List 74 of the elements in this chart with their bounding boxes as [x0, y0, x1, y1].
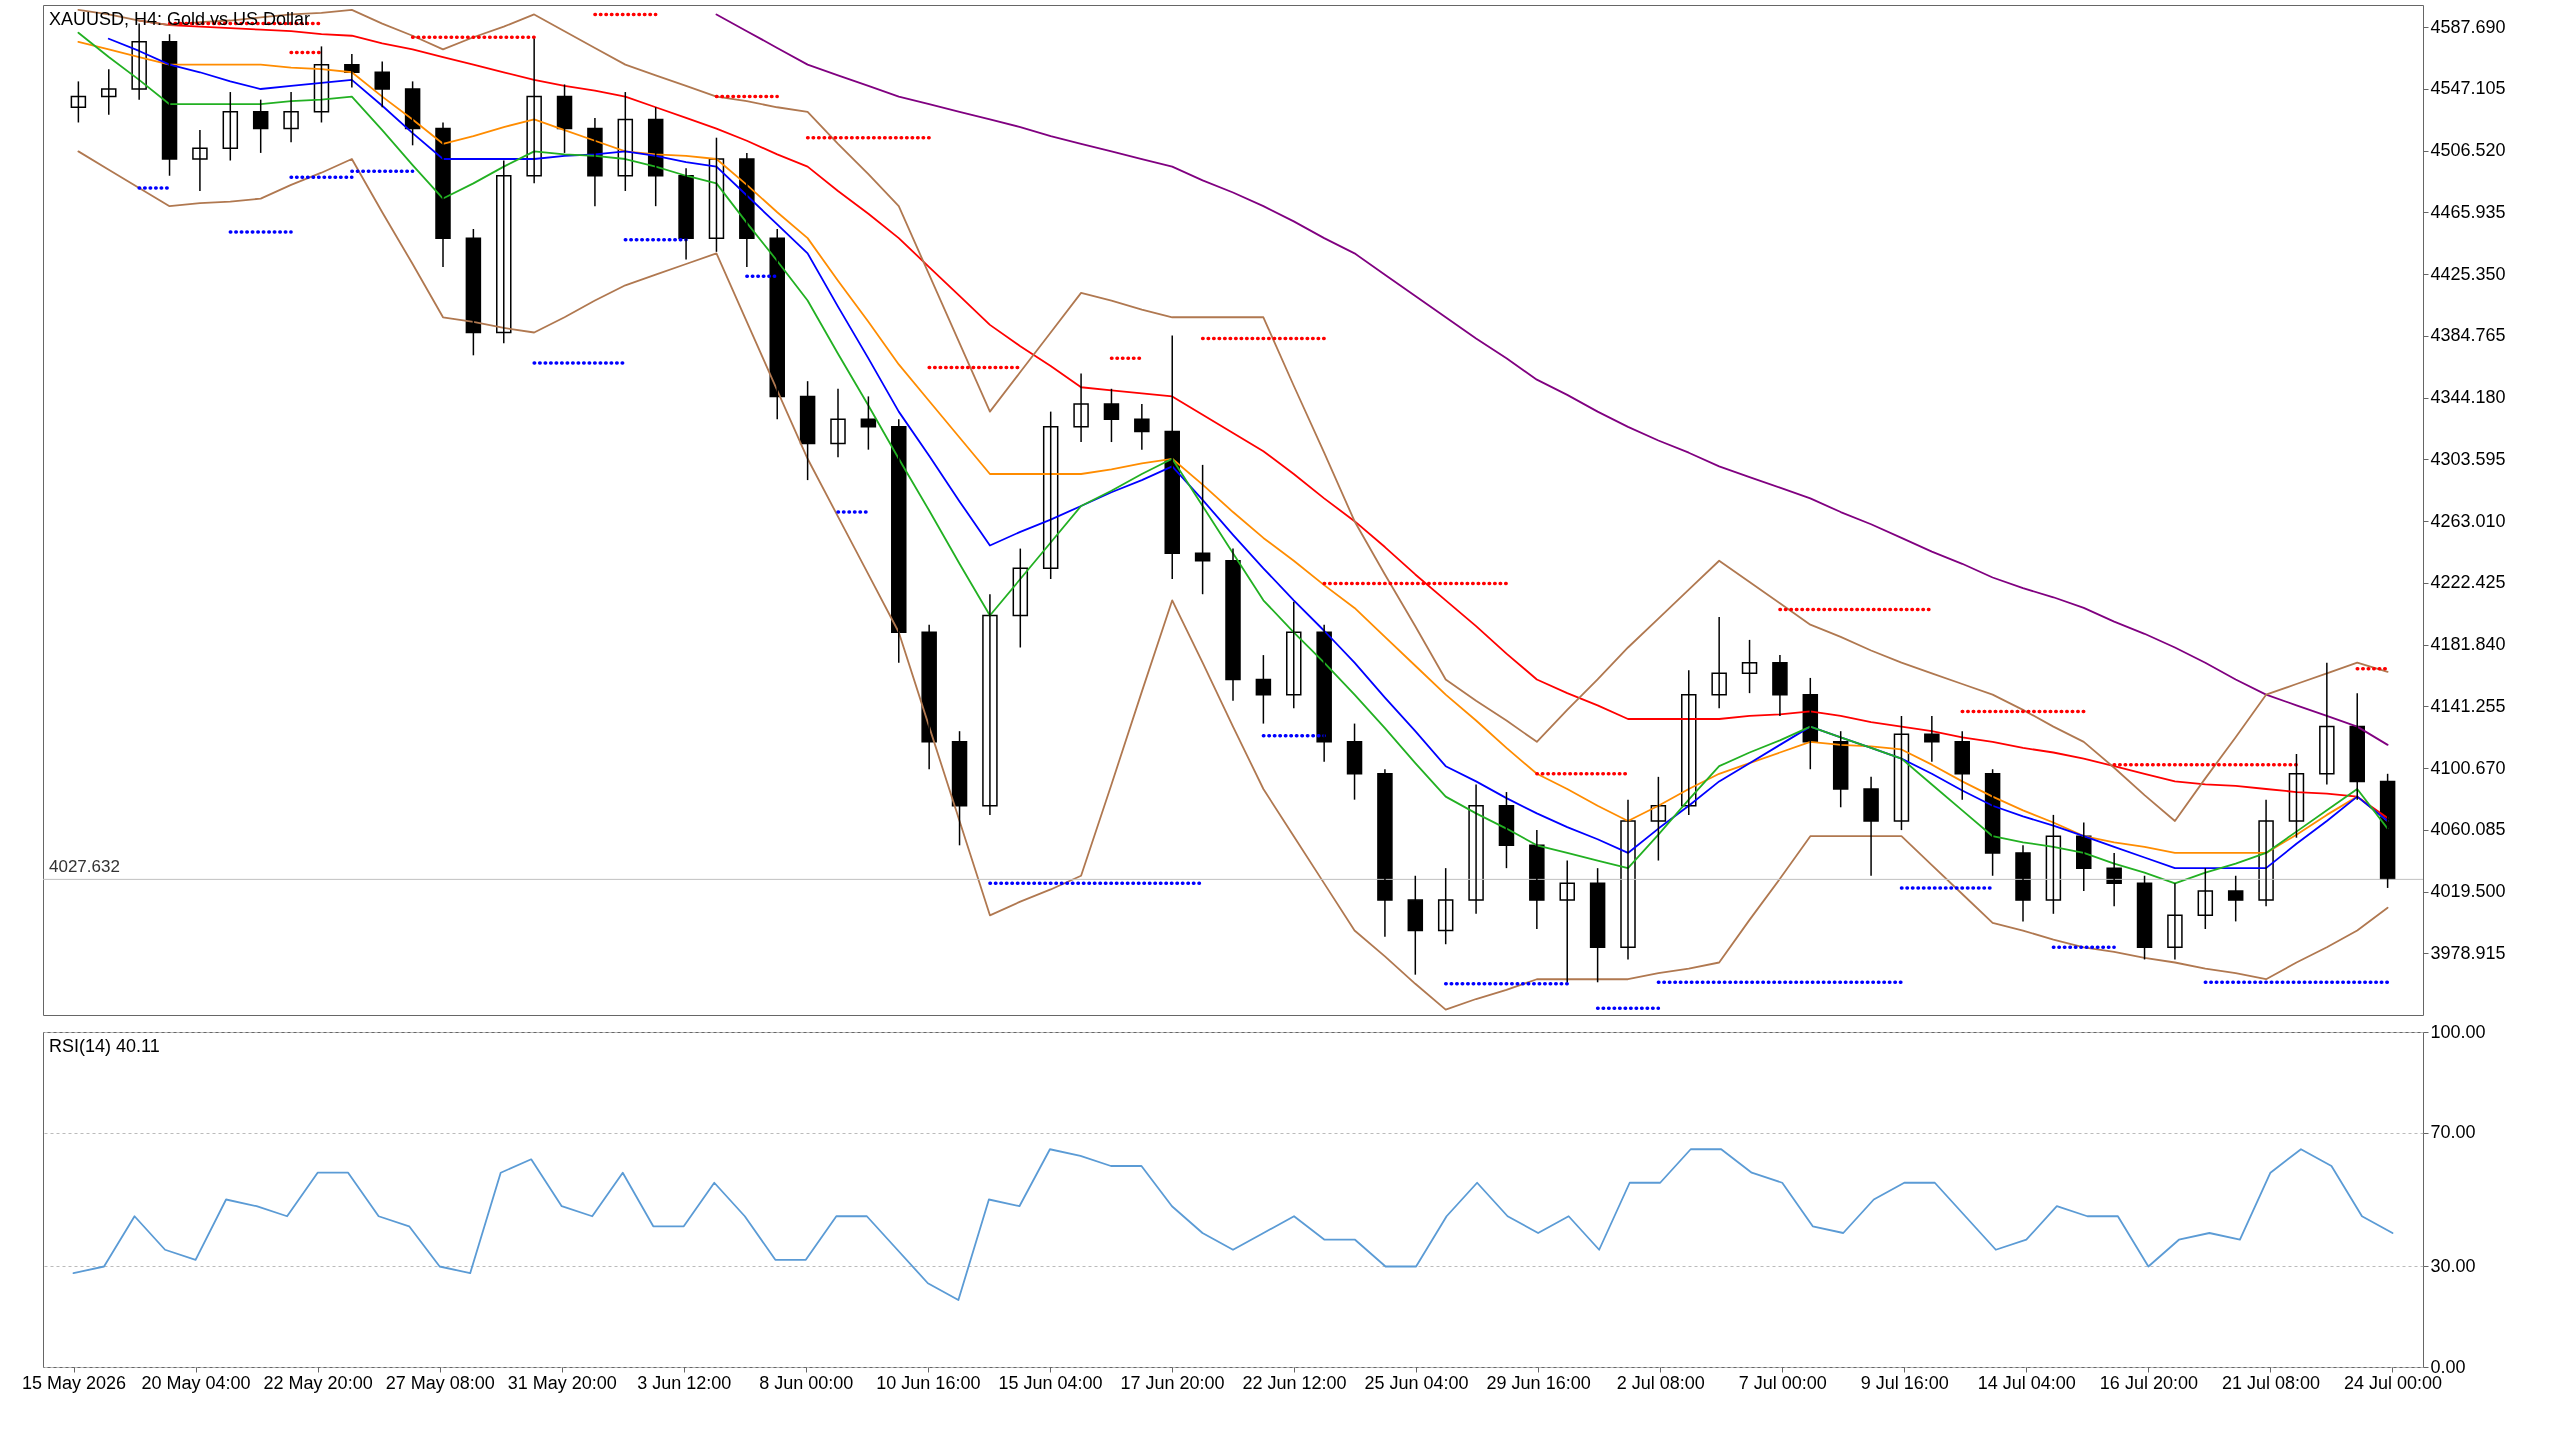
x-tick-label: 31 May 20:00 — [507, 1372, 617, 1393]
y-tick-label: 4181.840 — [2430, 634, 2506, 655]
candlestick — [101, 68, 117, 116]
line-series — [715, 13, 2389, 746]
y-tick-label: 4344.180 — [2430, 387, 2506, 408]
candlestick — [860, 395, 877, 451]
y-tick-label: 4019.500 — [2430, 881, 2506, 902]
candlestick — [1741, 639, 1758, 694]
candlestick — [1954, 730, 1970, 801]
candlestick — [982, 593, 998, 816]
y-tick-label: 4465.935 — [2430, 201, 2506, 222]
y-tick-label: 4547.105 — [2430, 78, 2506, 99]
y-tick-label: 100.00 — [2430, 1021, 2486, 1042]
y-tick-label: 70.00 — [2430, 1122, 2476, 1142]
candlestick — [1225, 547, 1241, 702]
candlestick — [830, 388, 846, 459]
ref-line-label: 4027.632 — [49, 857, 120, 877]
candlestick — [1863, 776, 1879, 877]
x-tick-label: 10 Jun 16:00 — [876, 1372, 981, 1393]
y-tick-label: 4425.350 — [2430, 263, 2506, 284]
candlestick — [70, 80, 87, 124]
y-tick-label: 30.00 — [2430, 1256, 2476, 1276]
x-tick-label: 21 Jul 08:00 — [2221, 1372, 2320, 1393]
candlestick — [2319, 661, 2335, 786]
candlestick — [222, 91, 239, 162]
x-tick-label: 8 Jun 00:00 — [759, 1372, 854, 1393]
x-tick-label: 15 May 2026 — [21, 1372, 127, 1393]
x-tick-label: 27 May 08:00 — [385, 1372, 495, 1393]
x-tick-label: 25 Jun 04:00 — [1364, 1372, 1469, 1393]
candlestick — [192, 129, 208, 192]
x-tick-label: 7 Jul 00:00 — [1738, 1372, 1827, 1393]
x-tick-label: 20 May 04:00 — [141, 1372, 251, 1393]
candlestick — [2167, 882, 2183, 961]
y-tick-label: 3978.915 — [2430, 943, 2506, 963]
x-tick-label: 3 Jun 12:00 — [637, 1372, 732, 1393]
candlestick — [1103, 388, 1120, 443]
x-tick-label: 29 Jun 16:00 — [1486, 1372, 1591, 1393]
candlestick — [1377, 768, 1393, 938]
candlestick — [374, 60, 390, 109]
candlestick — [1194, 464, 1211, 595]
candlestick — [1073, 372, 1089, 443]
y-tick-label: 4100.670 — [2430, 757, 2506, 778]
x-tick-label: 22 May 20:00 — [263, 1372, 373, 1393]
x-tick-label: 16 Jul 20:00 — [2099, 1372, 2198, 1393]
candlestick — [1407, 875, 1424, 976]
y-tick-label: 4263.010 — [2430, 510, 2506, 531]
y-tick-label: 4222.425 — [2430, 572, 2506, 593]
candlestick — [1346, 722, 1363, 801]
y-tick-label: 4141.255 — [2430, 695, 2506, 716]
candlestick — [252, 98, 269, 154]
candlestick — [2136, 875, 2153, 961]
candlestick — [1589, 867, 1606, 984]
y-tick-label: 4303.595 — [2430, 448, 2506, 469]
candlestick — [283, 91, 299, 144]
candlestick — [951, 730, 968, 847]
x-tick-label: 22 Jun 12:00 — [1242, 1372, 1347, 1393]
y-tick-label: 4587.690 — [2430, 16, 2506, 37]
x-tick-label: 15 Jun 04:00 — [998, 1372, 1103, 1393]
candlestick — [1437, 867, 1454, 945]
candlestick — [1134, 403, 1150, 451]
y-tick-label: 4060.085 — [2430, 819, 2506, 840]
x-tick-label: 17 Jun 20:00 — [1120, 1372, 1225, 1393]
y-tick-label: 4506.520 — [2430, 140, 2506, 161]
line-series — [72, 1148, 2394, 1301]
x-tick-label: 14 Jul 04:00 — [1977, 1372, 2076, 1393]
x-tick-label: 9 Jul 16:00 — [1860, 1372, 1949, 1393]
candlestick — [1559, 859, 1575, 984]
candlestick — [1772, 654, 1788, 717]
candlestick — [1924, 715, 1940, 763]
candlestick — [2197, 867, 2214, 930]
y-tick-label: 4384.765 — [2430, 325, 2506, 346]
chart-title: RSI(14) 40.11 — [49, 1036, 160, 1056]
x-tick-label: 2 Jul 08:00 — [1616, 1372, 1705, 1393]
candlestick — [2227, 875, 2244, 923]
